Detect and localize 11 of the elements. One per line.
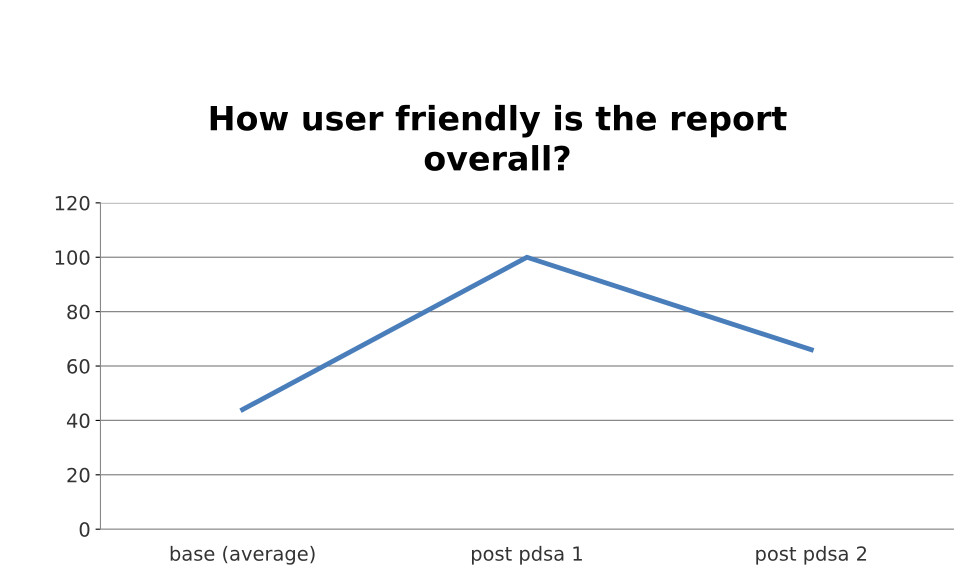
y-tick-label: 40	[66, 413, 90, 428]
y-tick-label: 120	[56, 196, 90, 211]
x-tick-label: post pdsa 2	[756, 546, 866, 565]
x-tick-label: post pdsa 1	[472, 546, 582, 565]
x-tick-label: base (average)	[170, 546, 315, 565]
y-tick-label: 60	[67, 358, 90, 374]
y-tick-label: 20	[67, 468, 90, 482]
y-tick-label: 0	[80, 522, 90, 537]
y-tick-label: 80	[67, 304, 90, 320]
chart-title: How user friendly is the report overall?	[210, 104, 787, 171]
y-tick-label: 100	[56, 250, 90, 265]
